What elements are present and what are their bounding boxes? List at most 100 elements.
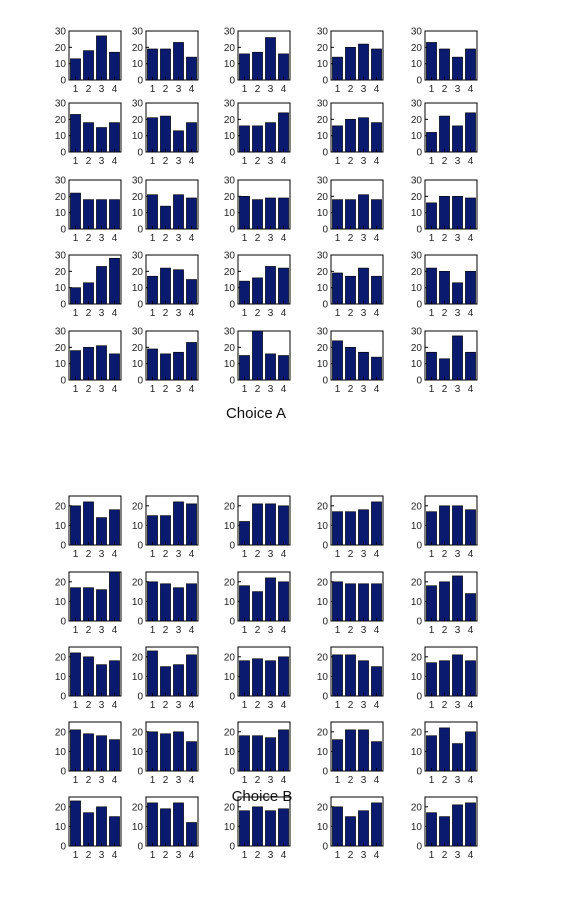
bar — [147, 802, 158, 847]
bar — [278, 808, 289, 847]
bar — [96, 266, 107, 305]
y-tick-label: 30 — [317, 176, 329, 187]
y-tick-label: 30 — [411, 27, 423, 38]
bar — [252, 658, 263, 697]
y-tick-label: 0 — [60, 842, 66, 853]
bar — [332, 272, 343, 305]
x-tick-label: 3 — [455, 700, 461, 711]
bar — [465, 802, 476, 847]
axes-frame — [145, 796, 199, 847]
bar — [239, 355, 250, 381]
subplot: 0 10 20 30 1 2 3 4 — [224, 327, 291, 395]
subplot: 0 10 20 30 1 2 3 4 — [317, 99, 384, 167]
y-tick-label: 0 — [229, 692, 235, 703]
y-tick-label: 10 — [411, 59, 423, 70]
axes-frame — [68, 330, 122, 381]
subplot: 0 10 20 30 1 2 3 4 — [55, 99, 122, 167]
bar — [278, 53, 289, 81]
y-tick-label: 0 — [416, 300, 422, 311]
y-tick-label: 0 — [322, 692, 328, 703]
x-tick-label: 2 — [86, 308, 92, 319]
subplot: 0 10 20 1 2 3 4 — [317, 646, 384, 711]
bar — [147, 650, 158, 697]
bar — [70, 652, 81, 697]
x-tick-label: 1 — [335, 84, 341, 95]
y-tick-label: 10 — [224, 521, 236, 532]
bar — [173, 130, 184, 153]
bar — [83, 347, 94, 381]
y-tick-label: 0 — [137, 692, 143, 703]
subplot: 0 10 20 30 1 2 3 4 — [55, 27, 122, 95]
y-tick-label: 30 — [317, 27, 329, 38]
axes-frame — [237, 179, 291, 230]
subplot: 0 10 20 30 1 2 3 4 — [55, 327, 122, 395]
x-tick-label: 2 — [86, 850, 92, 861]
y-tick-label: 10 — [317, 747, 329, 758]
bar — [173, 664, 184, 697]
y-tick-label: 20 — [224, 501, 236, 512]
y-tick-label: 10 — [411, 822, 423, 833]
y-tick-label: 20 — [411, 501, 423, 512]
x-tick-label: 2 — [348, 156, 354, 167]
bar — [265, 660, 276, 697]
bar — [358, 583, 369, 622]
y-tick-label: 0 — [137, 300, 143, 311]
bar — [465, 351, 476, 381]
y-tick-label: 10 — [132, 208, 144, 219]
axes-frame — [424, 721, 478, 772]
bar — [371, 501, 382, 546]
x-tick-label: 2 — [163, 84, 169, 95]
x-tick-label: 3 — [176, 84, 182, 95]
axes-frame — [68, 30, 122, 81]
bar — [439, 48, 450, 81]
axes-frame — [68, 179, 122, 230]
subplot: 0 10 20 1 2 3 4 — [224, 721, 291, 786]
bar — [160, 733, 171, 772]
bar — [426, 202, 437, 230]
bar — [278, 656, 289, 697]
y-tick-label: 30 — [55, 251, 67, 262]
y-tick-label: 0 — [416, 541, 422, 552]
bar — [239, 521, 250, 546]
y-tick-label: 10 — [317, 359, 329, 370]
x-tick-label: 4 — [189, 233, 195, 244]
y-tick-label: 20 — [132, 577, 144, 588]
bar — [452, 654, 463, 697]
x-tick-label: 4 — [374, 700, 380, 711]
subplot: 0 10 20 30 1 2 3 4 — [317, 327, 384, 395]
bar — [332, 581, 343, 622]
bar — [265, 737, 276, 772]
x-tick-label: 4 — [468, 384, 474, 395]
x-tick-label: 3 — [361, 549, 367, 560]
x-tick-label: 1 — [73, 549, 79, 560]
x-tick-label: 1 — [335, 775, 341, 786]
axes-frame — [424, 495, 478, 546]
bar — [160, 115, 171, 153]
x-tick-label: 1 — [429, 233, 435, 244]
bar — [358, 660, 369, 697]
y-tick-label: 0 — [60, 148, 66, 159]
y-tick-label: 10 — [411, 521, 423, 532]
y-tick-label: 0 — [60, 376, 66, 387]
bar — [96, 735, 107, 772]
x-tick-label: 1 — [150, 233, 156, 244]
bar — [147, 348, 158, 381]
subplot: 0 10 20 1 2 3 4 — [132, 571, 199, 636]
bar — [452, 125, 463, 153]
bar — [265, 353, 276, 381]
y-tick-label: 20 — [224, 267, 236, 278]
bar — [160, 267, 171, 305]
y-tick-label: 20 — [317, 577, 329, 588]
x-tick-label: 2 — [442, 233, 448, 244]
bar — [426, 662, 437, 697]
subplot: 0 10 20 30 1 2 3 4 — [224, 99, 291, 167]
y-tick-label: 20 — [55, 267, 67, 278]
y-tick-label: 10 — [224, 208, 236, 219]
y-tick-label: 0 — [416, 376, 422, 387]
x-tick-label: 2 — [348, 549, 354, 560]
y-tick-label: 0 — [229, 617, 235, 628]
bar — [465, 593, 476, 622]
bar — [186, 654, 197, 697]
y-tick-label: 0 — [137, 148, 143, 159]
